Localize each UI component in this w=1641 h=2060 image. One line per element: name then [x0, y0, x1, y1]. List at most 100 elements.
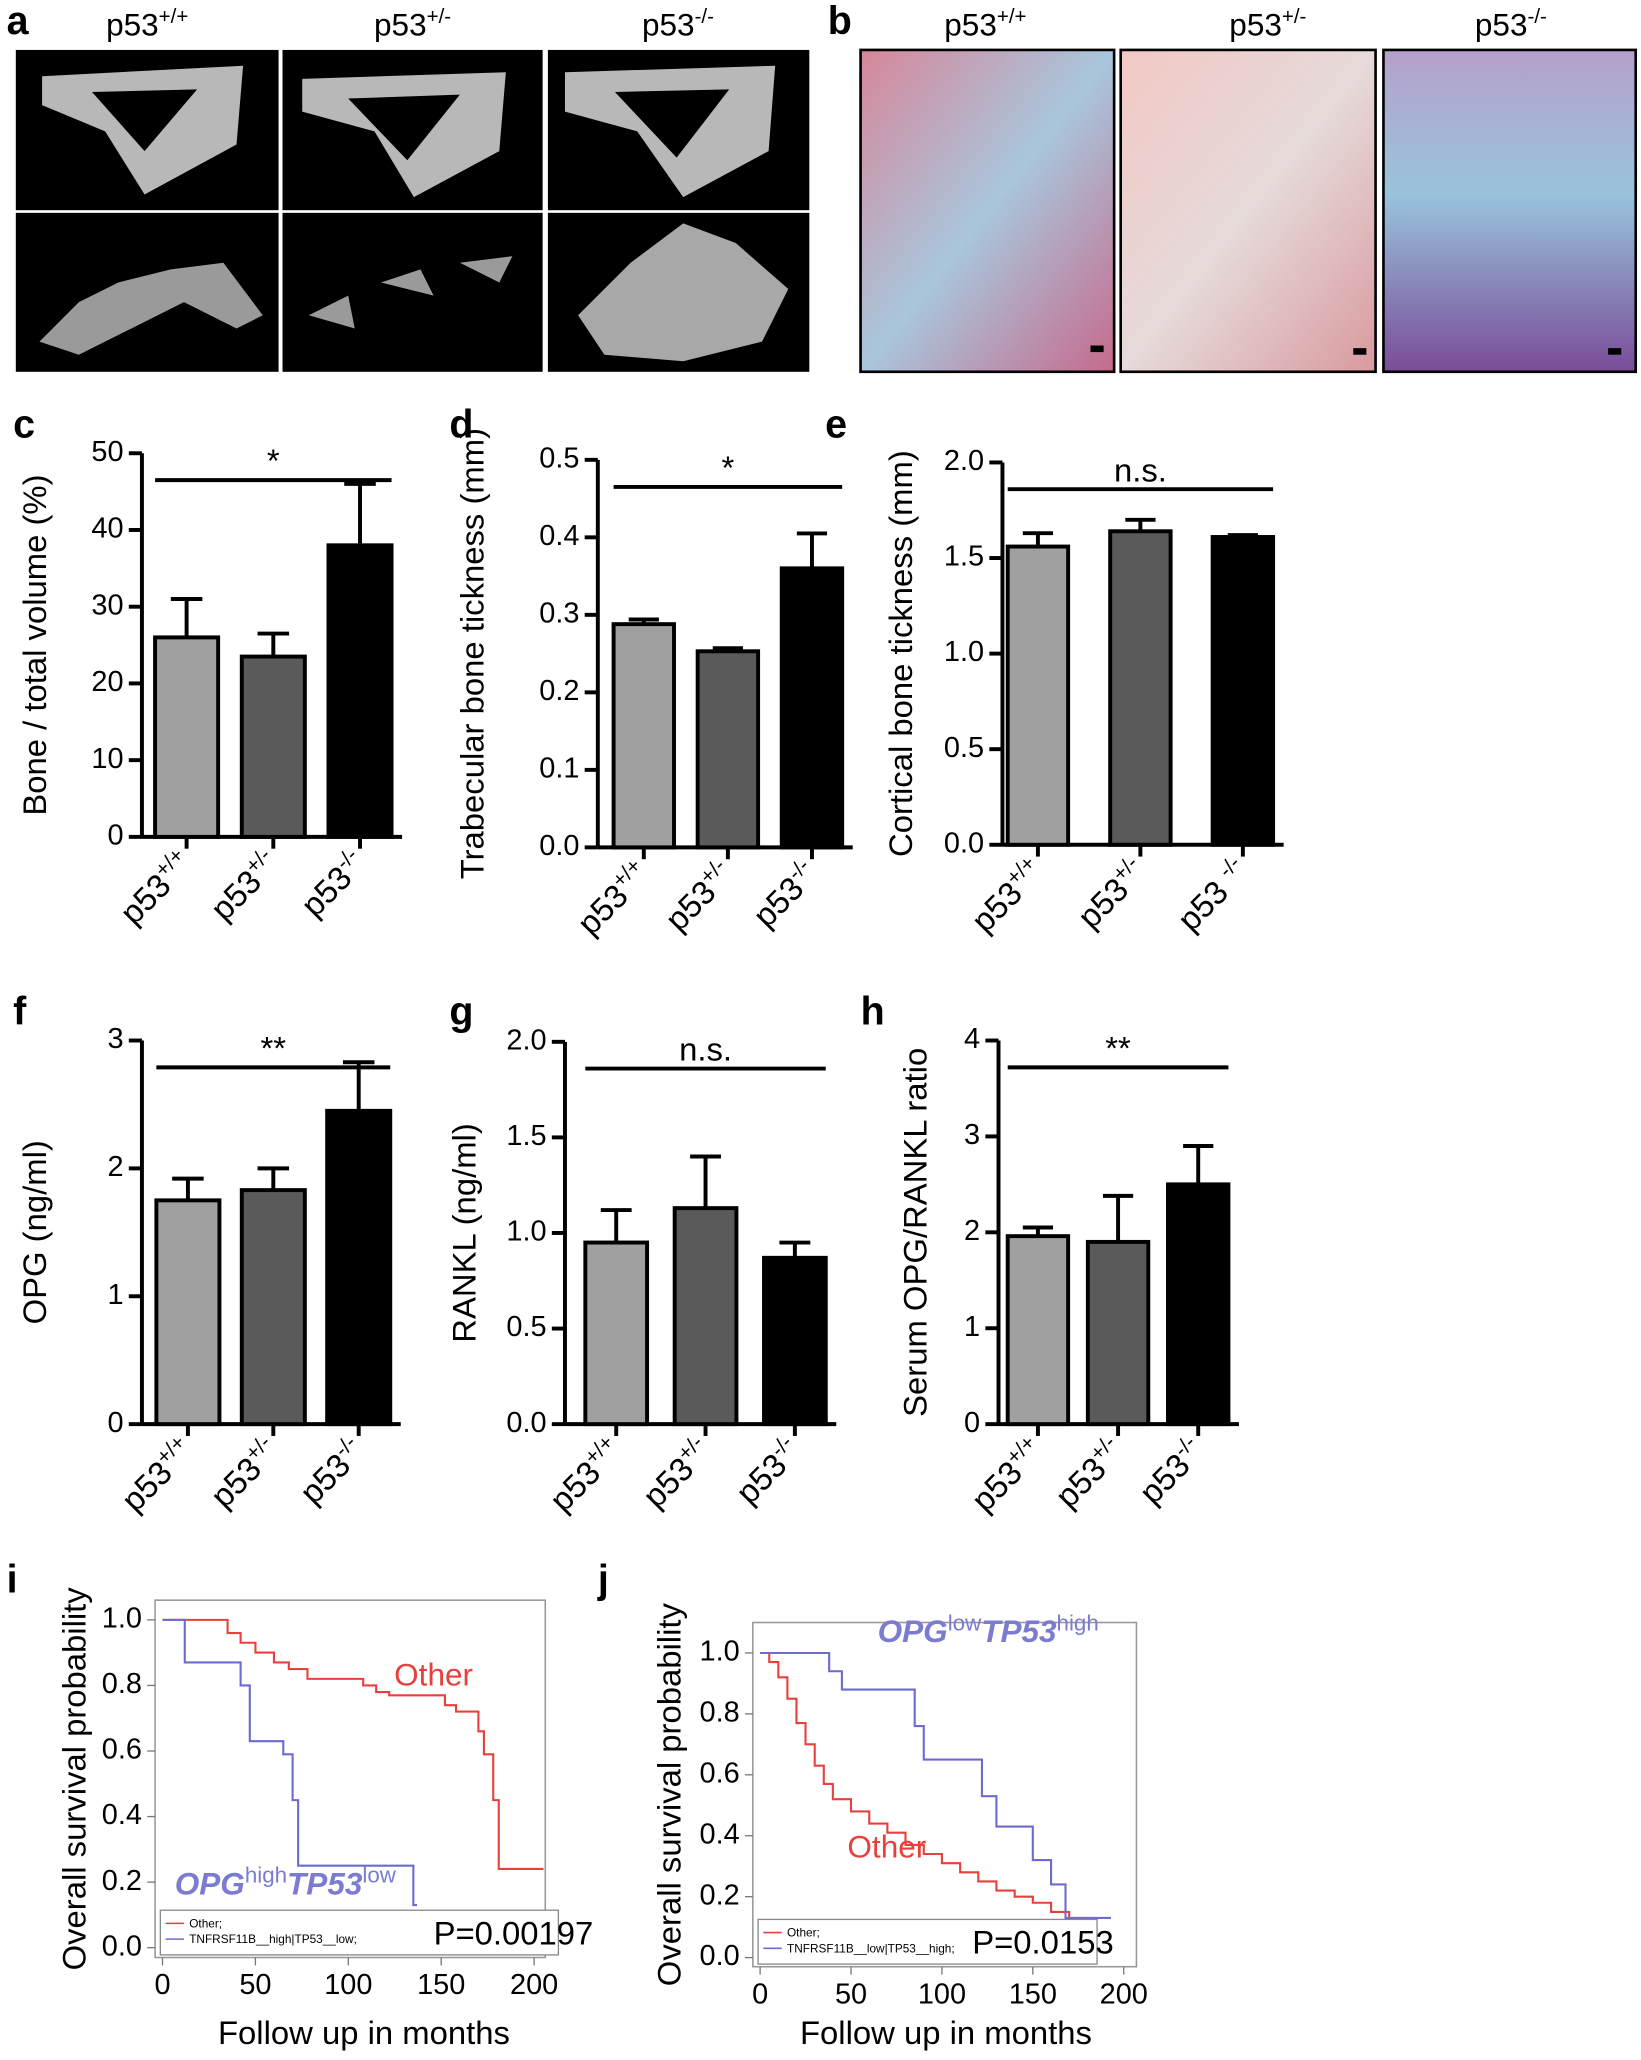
x-tick-label: 0	[752, 1978, 768, 2010]
x-tick-label: p53+/+	[113, 1430, 201, 1518]
y-axis-label: OPG (ng/ml)	[16, 1140, 53, 1324]
bar	[779, 566, 845, 850]
panel-label: g	[449, 990, 473, 1034]
bar	[153, 635, 221, 839]
y-tick-label: 3	[107, 1023, 123, 1055]
panel-label: i	[7, 1557, 18, 1601]
group-label-part: OPG	[878, 1613, 948, 1649]
y-tick-label: 0.4	[700, 1818, 740, 1850]
y-tick-label: 0.5	[944, 732, 984, 764]
x-tick-label: p53+/+	[111, 843, 199, 931]
bar	[325, 1108, 393, 1427]
bar	[239, 654, 307, 839]
group-label: Other	[394, 1657, 473, 1693]
y-axis-label: Trabecular bone tickness (mm)	[454, 428, 491, 879]
y-tick-label: 0.0	[944, 827, 984, 859]
significance-label: **	[1105, 1029, 1131, 1066]
y-tick-label: 0.8	[102, 1668, 142, 1700]
y-tick-label: 0	[107, 820, 123, 852]
significance-label: n.s.	[679, 1031, 732, 1068]
y-tick-label: 1.0	[506, 1216, 546, 1248]
y-tick-label: 0.5	[539, 442, 579, 474]
group-label: Other	[847, 1829, 926, 1865]
legend-label: TNFRSF11B__low|TP53__high;	[787, 1941, 955, 1955]
y-tick-label: 40	[91, 513, 123, 545]
x-tick-label: 0	[154, 1969, 170, 2001]
x-tick-label: p53+/+	[568, 854, 656, 942]
bar	[695, 649, 761, 850]
y-tick-label: 0.6	[700, 1757, 740, 1789]
x-tick-label: 150	[417, 1969, 465, 2001]
panel-b-images	[859, 48, 1638, 374]
survival-curve	[162, 1618, 544, 1871]
bar	[1108, 529, 1173, 847]
y-axis-label: Serum OPG/RANKL ratio	[896, 1048, 933, 1417]
x-axis-label: Follow up in months	[218, 2014, 510, 2051]
y-tick-label: 1.5	[506, 1120, 546, 1152]
column-header: p53+/+	[944, 5, 1026, 43]
x-tick-label: p53+/+	[541, 1430, 629, 1518]
survival-curve	[162, 1618, 418, 1907]
group-label-part: TP53	[981, 1613, 1057, 1649]
y-tick-label: 0	[107, 1407, 123, 1439]
panel-a-images	[15, 49, 810, 372]
panel-label: e	[825, 402, 847, 446]
y-tick-label: 1	[107, 1279, 123, 1311]
legend-label: Other;	[189, 1916, 222, 1930]
y-tick-label: 50	[91, 436, 123, 468]
p-value: P=0.0153	[972, 1924, 1113, 1961]
column-header: p53-/-	[642, 5, 714, 43]
column-header: p53+/-	[1229, 5, 1306, 43]
y-tick-label: 0.2	[700, 1879, 740, 1911]
panel-label: j	[597, 1557, 609, 1601]
x-tick-label: 100	[918, 1978, 966, 2010]
x-tick-label: 100	[324, 1969, 372, 2001]
panel-label: f	[13, 990, 27, 1034]
legend-box	[159, 1909, 560, 1956]
group-label-part: TP53	[287, 1865, 363, 1901]
significance-label: n.s.	[1114, 451, 1167, 488]
y-tick-label: 2	[964, 1215, 980, 1247]
y-tick-label: 1	[964, 1311, 980, 1343]
x-tick-label: 50	[835, 1978, 867, 2010]
y-tick-label: 0	[964, 1407, 980, 1439]
y-tick-label: 1.0	[102, 1602, 142, 1634]
survival-curve	[760, 1651, 1097, 1929]
y-tick-label: 0.0	[700, 1940, 740, 1972]
x-tick-label: p53+/-	[1046, 1430, 1130, 1514]
y-tick-label: 0.0	[506, 1407, 546, 1439]
x-tick-label: 200	[510, 1969, 558, 2001]
y-tick-label: 20	[91, 666, 123, 698]
y-tick-label: 0.8	[700, 1697, 740, 1729]
column-header: p53-/-	[1475, 5, 1547, 43]
bar	[672, 1206, 739, 1427]
x-tick-label: p53+/-	[656, 854, 740, 938]
group-label: OPGlowTP53high	[878, 1610, 1099, 1649]
x-tick-label: p53-/-	[292, 843, 373, 924]
y-tick-label: 0.1	[539, 753, 579, 785]
x-tick-label: p53+/-	[634, 1430, 718, 1514]
x-tick-label: 200	[1100, 1978, 1148, 2010]
y-tick-label: 3	[964, 1119, 980, 1151]
y-tick-label: 1.0	[944, 636, 984, 668]
y-axis-label: RANKL (ng/ml)	[446, 1123, 483, 1343]
group-label-part: high	[1057, 1610, 1099, 1635]
y-tick-label: 0.2	[539, 675, 579, 707]
y-tick-label: 0.0	[102, 1930, 142, 1962]
x-tick-label: p53+/+	[963, 851, 1051, 939]
p-value: P=0.00197	[434, 1914, 594, 1951]
bar	[1005, 1234, 1071, 1427]
group-label-part: Other	[847, 1829, 926, 1865]
y-tick-label: 0.6	[102, 1734, 142, 1766]
panel-label: d	[449, 402, 473, 446]
y-axis-label: Cortical bone tickness (mm)	[882, 450, 919, 857]
y-tick-label: 0.4	[102, 1799, 142, 1831]
y-tick-label: 2	[107, 1151, 123, 1183]
legend-label: TNFRSF11B__high|TP53__low;	[189, 1932, 357, 1946]
bar	[1166, 1182, 1231, 1427]
x-axis-label: Follow up in months	[800, 2014, 1092, 2051]
bar	[762, 1255, 828, 1427]
plot-frame	[154, 1599, 547, 1959]
y-axis-label: Overall survival probability	[651, 1602, 688, 1986]
